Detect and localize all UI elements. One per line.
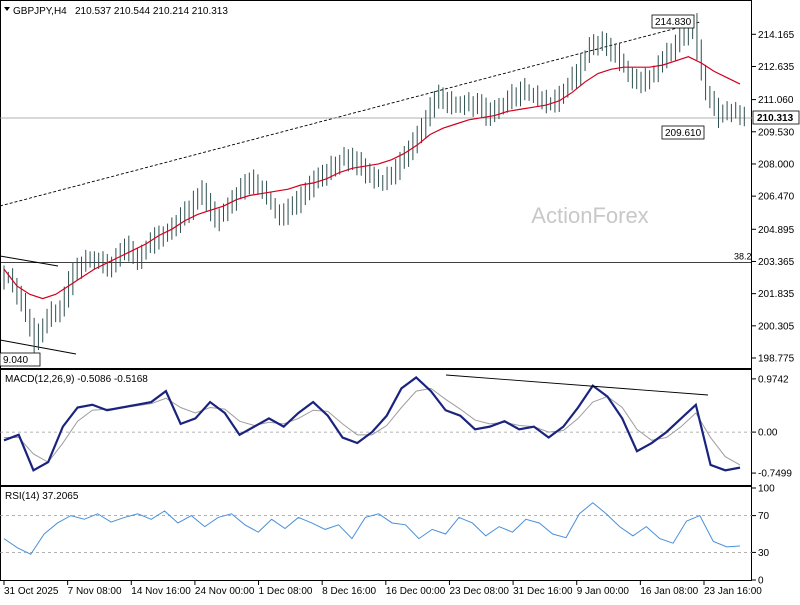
high-label: 214.830: [651, 14, 695, 29]
rsi-line: [3, 502, 741, 555]
rsi-tick-label: 30: [758, 548, 770, 559]
time-tick-label: 16 Jan 08:00: [640, 586, 698, 597]
low-label: 209.610: [661, 125, 705, 140]
time-tick-label: 31 Oct 2025: [4, 586, 59, 597]
rsi-panel-frame: [0, 486, 752, 581]
time-tick-label: 23 Jan 16:00: [704, 586, 762, 597]
time-tick-label: 31 Dec 16:00: [513, 586, 573, 597]
upper-trend-line: [0, 21, 701, 207]
price-axis: 214.165 212.635 211.060 209.530 208.000 206.4…: [752, 30, 795, 365]
current-price-tag: 210.313: [752, 110, 800, 125]
price-tick-label: 201.835: [758, 289, 795, 300]
low-label-text: 209.610: [665, 128, 702, 139]
symbol-timeframe: GBPJPY,H4: [13, 6, 67, 17]
price-tick-label: 203.365: [758, 257, 795, 268]
channel-line-top: [0, 255, 59, 267]
moving-average-line: [3, 56, 741, 300]
price-tick-label: 198.775: [758, 354, 795, 365]
dropdown-triangle-icon[interactable]: [4, 7, 10, 11]
time-tick-label: 8 Dec 16:00: [322, 586, 376, 597]
watermark: ActionForex: [531, 203, 648, 228]
ohlc-values: 210.537 210.544 210.214 210.313: [75, 6, 228, 17]
time-tick-label: 23 Dec 08:00: [449, 586, 509, 597]
time-tick-label: 9 Jan 00:00: [577, 586, 630, 597]
fib-level: 38.2: [0, 252, 752, 264]
rsi-axis: 100 70 30 0: [0, 484, 775, 587]
time-tick-label: 24 Nov 00:00: [195, 586, 255, 597]
macd-line: [3, 376, 741, 472]
macd-title: MACD(12,26,9) -0.5086 -0.5168: [5, 374, 148, 385]
rsi-tick-label: 100: [758, 484, 775, 495]
high-label-text: 214.830: [655, 17, 692, 28]
price-tick-label: 206.470: [758, 192, 795, 203]
time-axis: 31 Oct 2025 7 Nov 08:00 14 Nov 16:00 24 Nov…: [3, 581, 762, 597]
time-tick-label: 1 Dec 08:00: [259, 586, 313, 597]
left-low-label: 9.040: [0, 352, 41, 367]
macd-tick-label: 0.9742: [758, 374, 789, 385]
price-panel-frame: [0, 0, 752, 369]
price-tick-label: 211.060: [758, 95, 794, 106]
fib-label: 38.2: [734, 252, 752, 262]
price-bars: [0, 13, 745, 353]
time-tick-label: 14 Nov 16:00: [131, 586, 191, 597]
left-low-label-text: 9.040: [3, 355, 28, 366]
time-tick-label: 16 Dec 00:00: [386, 586, 446, 597]
price-tick-label: 209.530: [758, 127, 795, 138]
macd-tick-label: 0.00: [758, 428, 778, 439]
macd-divergence-line: [445, 374, 709, 396]
macd-axis: 0.9742 0.00 -0.7499: [752, 374, 792, 480]
price-tick-label: 212.635: [758, 62, 795, 73]
rsi-tick-label: 70: [758, 511, 770, 522]
header: GBPJPY,H4 210.537 210.544 210.214 210.31…: [4, 6, 228, 17]
trend-lines: [0, 21, 752, 355]
time-tick-label: 7 Nov 08:00: [68, 586, 122, 597]
current-price-text: 210.313: [757, 113, 794, 124]
price-tick-label: 208.000: [758, 159, 795, 170]
price-tick-label: 214.165: [758, 30, 795, 41]
rsi-tick-label: 0: [758, 576, 764, 587]
rsi-title: RSI(14) 37.2065: [5, 491, 79, 502]
price-tick-label: 200.305: [758, 321, 795, 332]
macd-tick-label: -0.7499: [758, 469, 792, 480]
price-tick-label: 204.895: [758, 225, 795, 236]
